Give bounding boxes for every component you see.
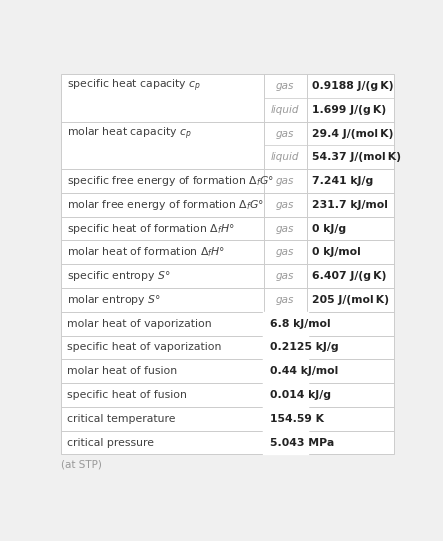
Text: 6.8 kJ/mol: 6.8 kJ/mol <box>270 319 330 329</box>
Text: 29.4 J/(mol K): 29.4 J/(mol K) <box>312 129 393 138</box>
Text: 0.9188 J/(g K): 0.9188 J/(g K) <box>312 81 394 91</box>
Text: (at STP): (at STP) <box>61 460 101 470</box>
Text: specific heat of fusion: specific heat of fusion <box>67 390 187 400</box>
Text: specific heat capacity $c_p$: specific heat capacity $c_p$ <box>67 78 201 94</box>
Text: 154.59 K: 154.59 K <box>270 414 324 424</box>
Text: molar free energy of formation $\Delta_f G°$: molar free energy of formation $\Delta_f… <box>67 198 264 212</box>
Text: gas: gas <box>276 247 295 258</box>
Text: liquid: liquid <box>271 105 299 115</box>
Text: critical temperature: critical temperature <box>67 414 175 424</box>
Text: specific heat of vaporization: specific heat of vaporization <box>67 342 221 352</box>
Text: 0.014 kJ/g: 0.014 kJ/g <box>270 390 331 400</box>
Text: 205 J/(mol K): 205 J/(mol K) <box>312 295 389 305</box>
Text: molar heat capacity $c_p$: molar heat capacity $c_p$ <box>67 126 191 142</box>
Text: 0.2125 kJ/g: 0.2125 kJ/g <box>270 342 338 352</box>
Text: gas: gas <box>276 81 295 91</box>
Text: liquid: liquid <box>271 152 299 162</box>
Text: gas: gas <box>276 223 295 234</box>
Text: gas: gas <box>276 200 295 210</box>
Text: 231.7 kJ/mol: 231.7 kJ/mol <box>312 200 388 210</box>
Text: 54.37 J/(mol K): 54.37 J/(mol K) <box>312 152 401 162</box>
Text: 0 kJ/mol: 0 kJ/mol <box>312 247 361 258</box>
Text: molar heat of fusion: molar heat of fusion <box>67 366 177 376</box>
Text: specific heat of formation $\Delta_f H°$: specific heat of formation $\Delta_f H°$ <box>67 222 235 235</box>
Text: specific entropy $S°$: specific entropy $S°$ <box>67 269 170 283</box>
Text: gas: gas <box>276 271 295 281</box>
Text: molar entropy $S°$: molar entropy $S°$ <box>67 293 161 307</box>
Text: 0 kJ/g: 0 kJ/g <box>312 223 346 234</box>
Text: molar heat of vaporization: molar heat of vaporization <box>67 319 211 329</box>
Text: 0.44 kJ/mol: 0.44 kJ/mol <box>270 366 338 376</box>
Text: gas: gas <box>276 295 295 305</box>
Text: critical pressure: critical pressure <box>67 438 154 447</box>
Text: 1.699 J/(g K): 1.699 J/(g K) <box>312 105 386 115</box>
Text: gas: gas <box>276 129 295 138</box>
Text: 6.407 J/(g K): 6.407 J/(g K) <box>312 271 386 281</box>
Text: 7.241 kJ/g: 7.241 kJ/g <box>312 176 373 186</box>
Text: molar heat of formation $\Delta_f H°$: molar heat of formation $\Delta_f H°$ <box>67 246 225 259</box>
Text: gas: gas <box>276 176 295 186</box>
Text: specific free energy of formation $\Delta_f G°$: specific free energy of formation $\Delt… <box>67 174 274 188</box>
Text: 5.043 MPa: 5.043 MPa <box>270 438 334 447</box>
